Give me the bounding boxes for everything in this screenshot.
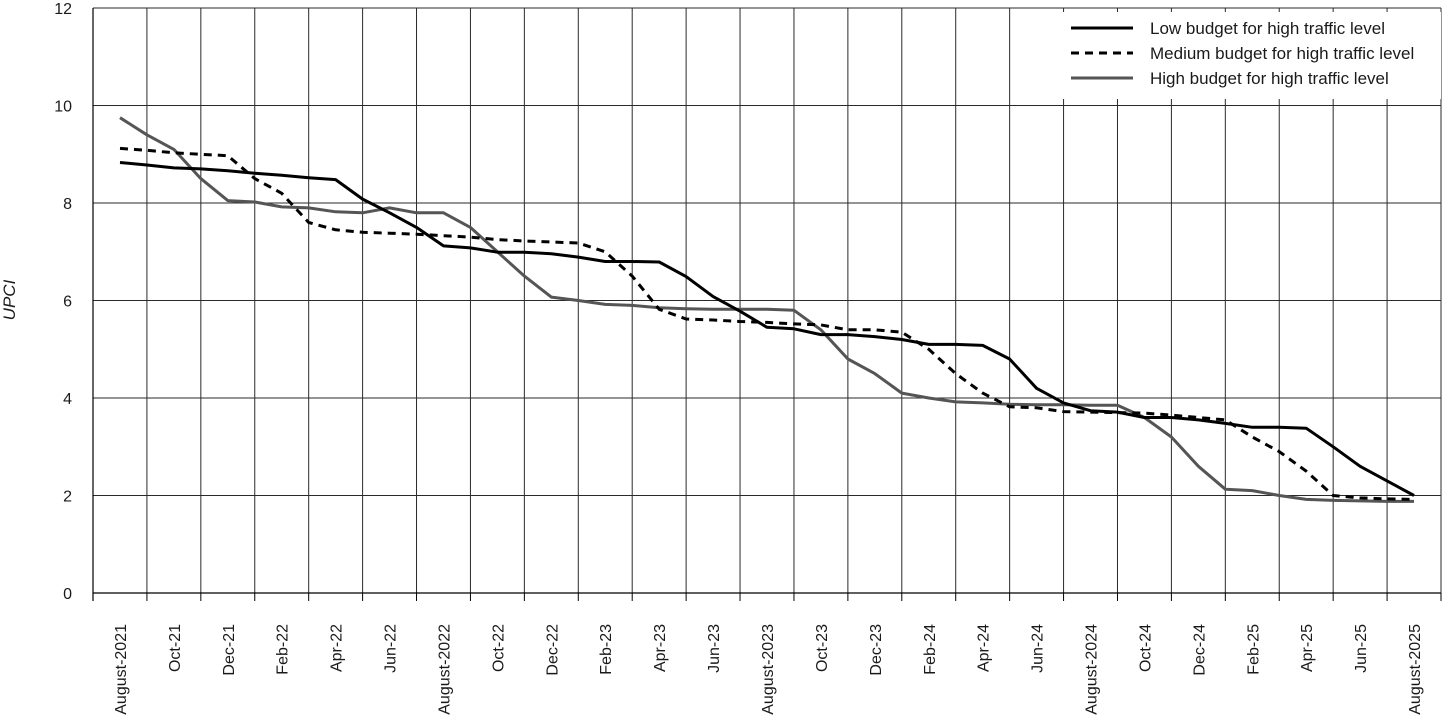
x-tick-label: Feb-23	[598, 624, 615, 675]
y-axis-ticks: 0 2 4 6 8 10 12	[54, 1, 72, 603]
x-tick-label: Oct-24	[1137, 624, 1154, 672]
series-line-1	[119, 146, 1415, 501]
legend-label: Low budget for high traffic level	[1150, 19, 1385, 38]
x-tick-label: Jun-25	[1353, 624, 1370, 673]
x-tick-label: Apr-22	[329, 624, 346, 672]
x-tick-label: Feb-22	[275, 624, 292, 675]
x-tick-label: Feb-25	[1245, 624, 1262, 675]
x-tick-label: Apr-25	[1299, 624, 1316, 672]
y-tick-label: 2	[63, 489, 72, 506]
y-axis-label: UPCI	[0, 279, 19, 320]
series-line-2	[119, 116, 1414, 503]
x-tick-label: August-2022	[436, 624, 453, 715]
x-tick-label: Oct-21	[167, 624, 184, 672]
x-tick-label: August-2023	[760, 624, 777, 715]
x-tick-label: August-2024	[1084, 624, 1101, 715]
x-tick-label: Jun-22	[383, 624, 400, 673]
y-tick-label: 0	[63, 586, 72, 603]
x-tick-label: Oct-23	[814, 624, 831, 672]
x-tick-label: Apr-24	[976, 624, 993, 672]
axes	[92, 8, 1441, 601]
legend: Low budget for high traffic level Medium …	[1060, 12, 1441, 99]
y-tick-label: 4	[63, 391, 72, 408]
x-tick-label: Apr-23	[652, 624, 669, 672]
x-tick-label: Dec-23	[868, 624, 885, 676]
x-tick-label: Jun-23	[706, 624, 723, 673]
x-axis-ticks: August-2021 Oct-21 Dec-21 Feb-22 Apr-22 Jun-2…	[92, 593, 1442, 715]
x-tick-label: Oct-22	[490, 624, 507, 672]
legend-label: High budget for high traffic level	[1150, 69, 1389, 88]
series-line-0	[119, 161, 1415, 497]
y-tick-label: 10	[54, 99, 72, 116]
y-tick-label: 8	[63, 196, 72, 213]
y-tick-label: 12	[54, 1, 72, 18]
x-tick-label: Jun-24	[1030, 624, 1047, 673]
x-tick-label: August-2021	[113, 624, 130, 715]
y-tick-label: 6	[63, 294, 72, 311]
series-lines	[119, 116, 1415, 503]
x-tick-label: Dec-24	[1191, 624, 1208, 676]
legend-label: Medium budget for high traffic level	[1150, 44, 1414, 63]
x-tick-label: Dec-22	[544, 624, 561, 676]
x-tick-label: August-2025	[1407, 624, 1424, 715]
x-tick-label: Dec-21	[221, 624, 238, 676]
x-tick-label: Feb-24	[922, 624, 939, 675]
